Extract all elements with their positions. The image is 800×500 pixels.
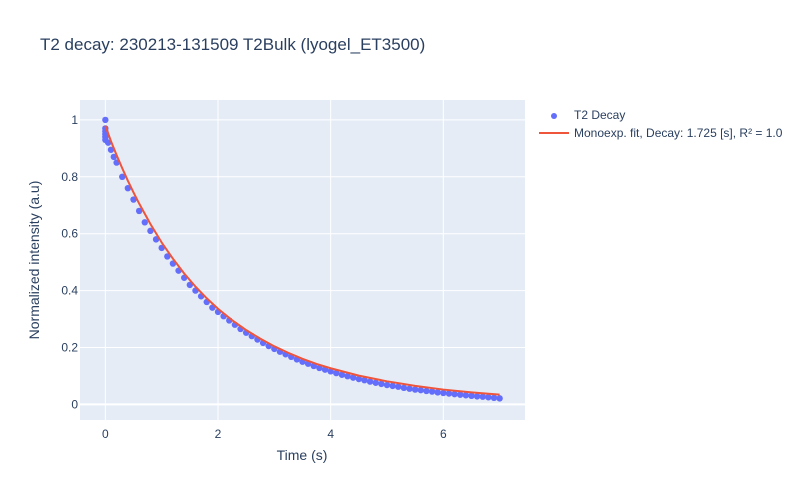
data-point	[107, 146, 115, 153]
x-tick-label: 2	[215, 427, 222, 441]
data-point	[423, 387, 430, 395]
series-t2-decay	[102, 116, 503, 402]
data-point	[321, 366, 329, 373]
data-point	[411, 386, 419, 393]
data-point	[428, 388, 436, 395]
legend-item-fit[interactable]: Monoexp. fit, Decay: 1.725 [s], R² = 1.0	[539, 126, 783, 140]
data-point	[110, 153, 117, 161]
series-fit-line	[104, 125, 500, 396]
data-point	[141, 219, 148, 226]
data-point	[400, 384, 408, 392]
x-axis-title: Time (s)	[277, 447, 328, 463]
y-axis-ticks: 0 0.2 0.4 0.6 0.8 1	[61, 113, 78, 411]
x-tick-label: 6	[440, 427, 447, 441]
data-point	[349, 374, 357, 381]
data-point	[333, 369, 340, 377]
data-point	[406, 385, 413, 392]
data-point	[316, 364, 323, 372]
x-axis-ticks: 0 2 4 6	[102, 427, 447, 441]
y-axis-title: Normalized intensity (a.u)	[26, 181, 42, 340]
data-point	[389, 382, 396, 390]
data-point	[164, 253, 171, 260]
x-tick-label: 0	[102, 427, 109, 441]
data-point	[366, 378, 374, 385]
data-point	[338, 371, 346, 378]
data-point	[457, 391, 464, 398]
data-point	[479, 393, 486, 400]
data-point	[124, 184, 132, 192]
data-point	[355, 375, 363, 383]
data-point	[372, 379, 379, 386]
data-point	[451, 390, 458, 398]
data-point	[473, 393, 481, 400]
y-tick-label: 0.8	[61, 170, 78, 184]
grid-lines	[80, 100, 525, 420]
legend-marker-decay	[551, 113, 557, 119]
data-point	[344, 372, 351, 380]
data-point	[496, 395, 503, 402]
data-point	[490, 394, 498, 402]
data-point	[119, 173, 126, 180]
plot-area	[80, 100, 525, 420]
data-point	[327, 368, 334, 375]
legend[interactable]: T2 Decay Monoexp. fit, Decay: 1.725 [s],…	[539, 108, 783, 140]
data-point	[440, 389, 447, 397]
legend-item-decay[interactable]: T2 Decay	[551, 108, 625, 122]
x-tick-label: 4	[327, 427, 334, 441]
chart-title: T2 decay: 230213-131509 T2Bulk (lyogel_E…	[40, 35, 425, 54]
y-tick-label: 0.6	[61, 227, 78, 241]
data-point	[378, 380, 385, 388]
data-point	[361, 376, 368, 384]
data-point	[104, 139, 112, 146]
data-point	[417, 386, 424, 394]
data-point	[445, 390, 453, 397]
plot-marks	[102, 116, 503, 402]
data-point	[434, 389, 441, 396]
y-tick-label: 1	[71, 113, 78, 127]
data-point	[130, 196, 137, 203]
data-point	[462, 392, 470, 399]
legend-label-decay: T2 Decay	[574, 108, 625, 122]
y-tick-label: 0	[71, 397, 78, 411]
y-tick-label: 0.4	[61, 284, 78, 298]
data-point	[395, 383, 402, 390]
legend-label-fit: Monoexp. fit, Decay: 1.725 [s], R² = 1.0	[574, 126, 783, 140]
data-point	[485, 394, 492, 401]
data-point	[147, 227, 154, 235]
data-point	[102, 116, 109, 124]
data-point	[135, 207, 143, 215]
data-point	[468, 392, 475, 400]
data-point	[383, 381, 391, 389]
y-tick-label: 0.2	[61, 340, 78, 354]
